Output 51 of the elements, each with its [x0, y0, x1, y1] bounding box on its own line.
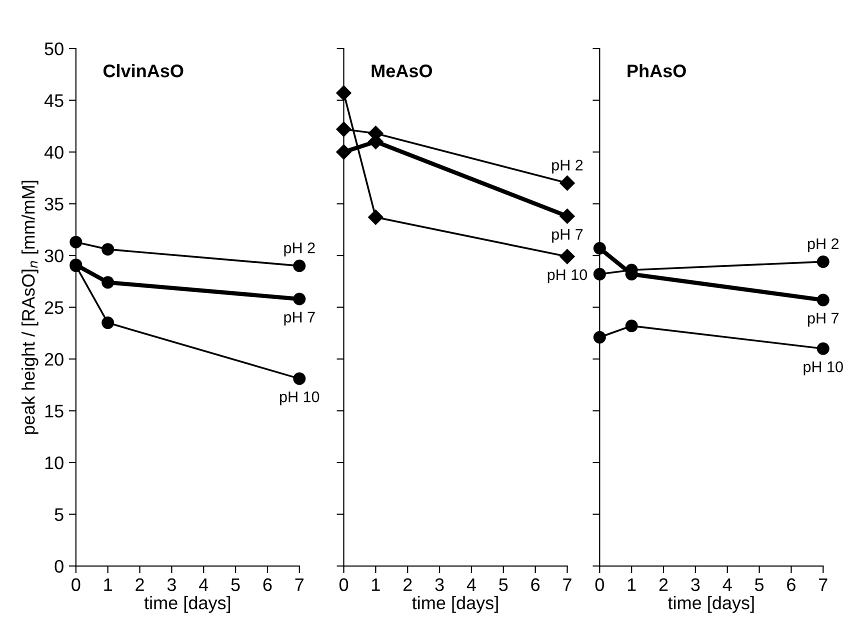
- x-tick-label: 1: [628, 578, 636, 591]
- x-tick-label: 4: [722, 578, 732, 591]
- series-label: pH 7: [552, 229, 583, 243]
- y-axis-title: peak height / [RAsO]$_{n}$ [mm/mM]: [22, 180, 38, 434]
- x-tick-label: 5: [499, 578, 508, 592]
- x-tick-label: 6: [531, 578, 540, 592]
- x-tick-label: 2: [659, 578, 668, 591]
- x-tick-label: 2: [404, 578, 412, 591]
- x-tick-label: 5: [754, 578, 764, 592]
- y-tick-label: 30: [44, 249, 64, 262]
- series-label: pH 7: [808, 312, 839, 327]
- y-tick-label: 45: [44, 94, 64, 107]
- x-tick-label: 0: [72, 578, 80, 592]
- x-tick-label: 1: [104, 578, 112, 591]
- series-label: pH 2: [808, 238, 839, 252]
- x-tick-label: 4: [466, 578, 476, 591]
- x-tick-label: 0: [339, 578, 348, 592]
- y-tick-label: 50: [44, 42, 64, 56]
- text: ClvinAsO: [103, 64, 184, 78]
- y-tick-label: 20: [44, 352, 64, 366]
- y-tick-label: 10: [45, 456, 64, 470]
- y-tick-label: 25: [44, 301, 64, 314]
- x-tick-label: 3: [435, 578, 444, 592]
- y-tick-label: 5: [54, 508, 64, 521]
- x-axis-title: time [days]: [144, 596, 230, 613]
- legend-label: pH 2: [552, 160, 583, 174]
- x-tick-label: 3: [691, 578, 700, 592]
- x-tick-label: 5: [231, 578, 240, 592]
- y-tick-label: 40: [44, 146, 64, 159]
- y-tick-label: 15: [45, 404, 64, 418]
- text: MeAsO: [372, 64, 432, 78]
- x-tick-label: 7: [563, 578, 572, 591]
- x-tick-label: 7: [819, 578, 828, 591]
- x-tick-label: 1: [372, 578, 380, 591]
- legend-label: pH 10: [548, 269, 588, 284]
- x-tick-label: 6: [263, 578, 272, 592]
- x-tick-label: 2: [136, 578, 144, 591]
- x-tick-label: 6: [787, 578, 796, 592]
- y-tick-label: 35: [44, 198, 64, 210]
- x-tick-label: 0: [595, 578, 604, 592]
- text: PhAsO: [628, 64, 686, 78]
- series-label: pH 7: [284, 312, 315, 326]
- x-axis-title: time [days]: [668, 596, 754, 613]
- y-tick-label: 0: [54, 560, 64, 573]
- x-tick-label: 7: [295, 578, 304, 591]
- legend-label: pH 2: [284, 242, 315, 256]
- x-tick-label: 4: [199, 578, 208, 591]
- x-axis-title: time [days]: [412, 596, 498, 613]
- series-label: pH 10: [804, 361, 843, 376]
- series-label: pH 10: [280, 391, 320, 406]
- x-tick-label: 3: [167, 578, 176, 592]
